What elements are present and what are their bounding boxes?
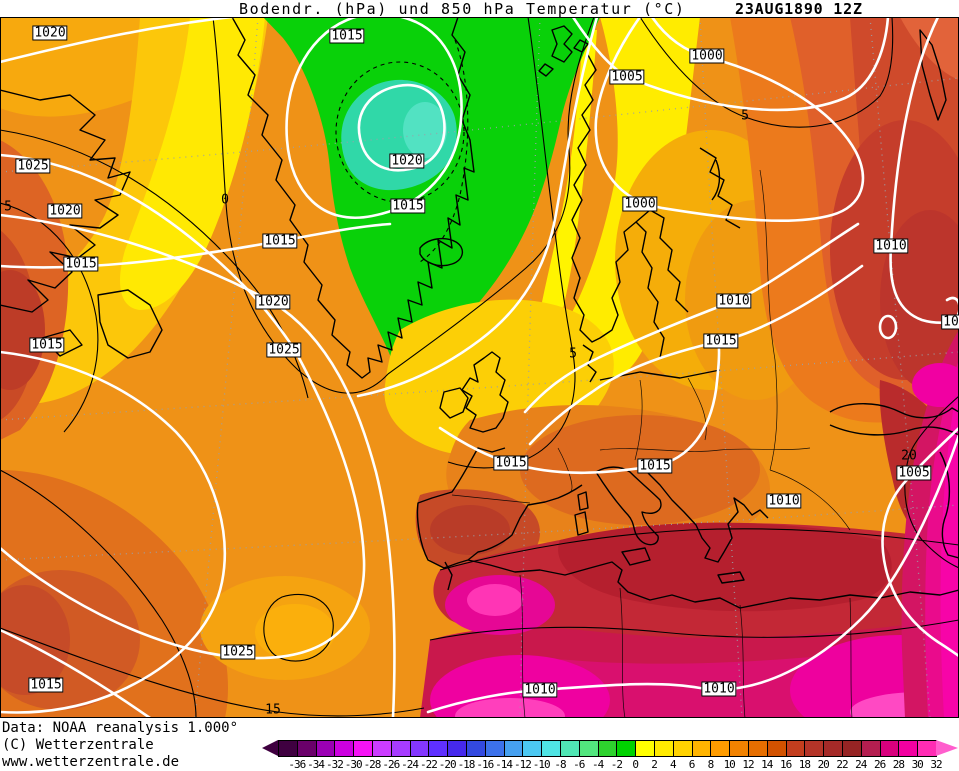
colorbar-left-arrow bbox=[262, 740, 278, 756]
colorbar-cell bbox=[466, 740, 486, 757]
colorbar-tick-label: 26 bbox=[873, 758, 886, 771]
colorbar-tick-label: -14 bbox=[495, 758, 513, 771]
colorbar-cell bbox=[278, 740, 298, 757]
colorbar-tick-label: 14 bbox=[761, 758, 773, 771]
colorbar-cell bbox=[503, 740, 524, 757]
colorbar-tick-label: 12 bbox=[742, 758, 754, 771]
colorbar-cell bbox=[597, 740, 618, 757]
colorbar-cell bbox=[898, 740, 919, 757]
attribution: Data: NOAA reanalysis 1.000° (C) Wetterz… bbox=[2, 720, 302, 771]
colorbar-tick-label: 28 bbox=[892, 758, 905, 771]
colorbar-cell bbox=[484, 740, 505, 757]
colorbar-tick-label: -34 bbox=[307, 758, 325, 771]
colorbar-tick-label: -2 bbox=[610, 758, 623, 771]
attribution-copyright: (C) Wetterzentrale bbox=[2, 737, 154, 753]
colorbar-cell bbox=[541, 740, 561, 757]
colorbar-cell bbox=[390, 740, 411, 757]
colorbar-tick-label: -12 bbox=[513, 758, 532, 771]
attribution-data-source: Data: NOAA reanalysis 1.000° bbox=[2, 720, 239, 736]
colorbar-cell bbox=[748, 740, 768, 757]
titlebar: Bodendr. (hPa) und 850 hPa Temperatur (°… bbox=[0, 0, 959, 18]
colorbar-tick-label: -6 bbox=[573, 758, 585, 771]
colorbar-tick-label: -18 bbox=[457, 758, 476, 771]
colorbar-tick-label: -26 bbox=[382, 758, 400, 771]
colorbar-tick-label: -8 bbox=[554, 758, 566, 771]
colorbar-cell bbox=[428, 740, 449, 757]
colorbar-cell bbox=[334, 740, 355, 757]
colorbar-tick-label: -28 bbox=[363, 758, 382, 771]
colorbar-cell bbox=[879, 740, 900, 757]
colorbar-cell bbox=[823, 740, 843, 757]
colorbar-cell bbox=[353, 740, 373, 757]
colorbar-tick-label: -36 bbox=[288, 758, 306, 771]
coastlines bbox=[0, 17, 959, 609]
colorbar-tick-label: -30 bbox=[344, 758, 363, 771]
colorbar-right-arrow bbox=[936, 740, 958, 756]
colorbar-cell bbox=[578, 740, 599, 757]
colorbar-tick-label: 8 bbox=[707, 758, 715, 771]
colorbar-cell bbox=[804, 740, 825, 757]
colorbar-cell bbox=[409, 740, 430, 757]
colorbar-cell bbox=[842, 740, 862, 757]
colorbar-tick-label: -10 bbox=[532, 758, 551, 771]
colorbar-tick-label: 20 bbox=[817, 758, 830, 771]
colorbar-tick-label: 2 bbox=[651, 758, 658, 771]
colorbar-cell bbox=[522, 740, 543, 757]
colorbar-cell bbox=[917, 740, 937, 757]
colorbar-cell bbox=[672, 740, 693, 757]
colorbar-cell bbox=[729, 740, 749, 757]
colorbar-legend: -36 -34 -32 -30 -28 -26 -24 -22 -20 -18 -16 -14 -12-… bbox=[0, 738, 959, 771]
map-title: Bodendr. (hPa) und 850 hPa Temperatur (°… bbox=[239, 0, 686, 18]
colorbar-tick-label: 22 bbox=[836, 758, 848, 771]
colorbar-cell bbox=[654, 740, 674, 757]
colorbar-tick-label: 30 bbox=[911, 758, 924, 771]
colorbar-cell bbox=[616, 740, 637, 757]
isotherms bbox=[0, 17, 959, 718]
colorbar-tick-label: -4 bbox=[591, 758, 604, 771]
colorbar-cell bbox=[860, 740, 881, 757]
colorbar-cell bbox=[710, 740, 731, 757]
colorbar-cell bbox=[372, 740, 392, 757]
colorbar-cell bbox=[315, 740, 336, 757]
colorbar-cell bbox=[766, 740, 787, 757]
colorbar-tick-label: 10 bbox=[723, 758, 736, 771]
colorbar-cell bbox=[560, 740, 580, 757]
colorbar-tick-label: -24 bbox=[401, 758, 419, 771]
colorbar-cell bbox=[785, 740, 806, 757]
colorbar-tick-label: 32 bbox=[930, 758, 942, 771]
colorbar-tick-label: 24 bbox=[855, 758, 867, 771]
colorbar-tick-label: -22 bbox=[419, 758, 438, 771]
colorbar-tick-label: 18 bbox=[798, 758, 811, 771]
colorbar-tick-label: -20 bbox=[438, 758, 457, 771]
colorbar-tick-label: 4 bbox=[669, 758, 677, 771]
attribution-url: www.wetterzentrale.de bbox=[2, 754, 180, 770]
colorbar-cell bbox=[447, 740, 467, 757]
map-datetime: 23AUG1890 12Z bbox=[735, 0, 863, 18]
colorbar-cell bbox=[691, 740, 712, 757]
colorbar-tick-label: 6 bbox=[688, 758, 696, 771]
colorbar-tick-label: 0 bbox=[632, 758, 639, 771]
colorbar-tick-label: -32 bbox=[325, 758, 344, 771]
colorbar-cell bbox=[635, 740, 655, 757]
colorbar-tick-label: -16 bbox=[476, 758, 494, 771]
colorbar-cell bbox=[296, 740, 317, 757]
colorbar-tick-label: 16 bbox=[779, 758, 792, 771]
